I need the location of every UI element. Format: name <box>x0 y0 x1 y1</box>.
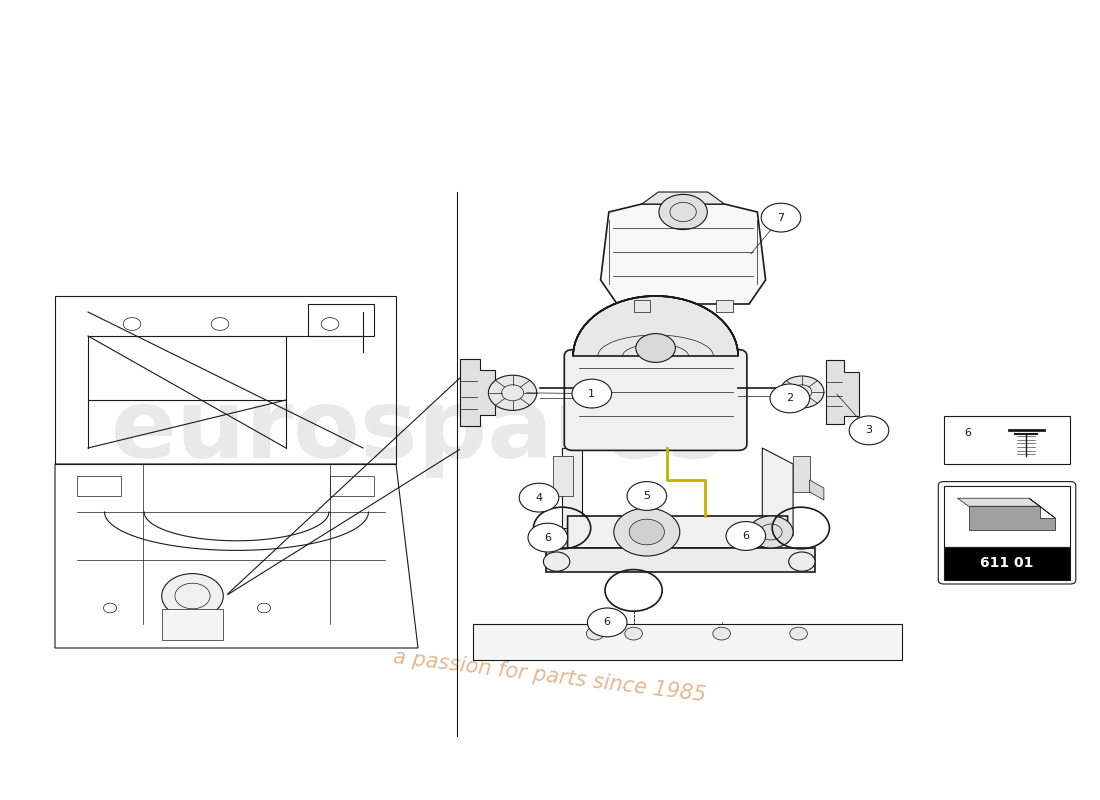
Bar <box>944 547 1070 580</box>
Text: 4: 4 <box>536 493 542 502</box>
Circle shape <box>770 384 810 413</box>
Polygon shape <box>793 456 810 492</box>
Polygon shape <box>957 498 1041 506</box>
Circle shape <box>726 522 766 550</box>
Text: eurospares: eurospares <box>111 386 725 478</box>
Circle shape <box>488 375 537 410</box>
Text: 5: 5 <box>644 491 650 501</box>
Circle shape <box>587 608 627 637</box>
Circle shape <box>849 416 889 445</box>
Polygon shape <box>601 204 766 304</box>
Circle shape <box>519 483 559 512</box>
Circle shape <box>761 203 801 232</box>
Bar <box>330 476 374 496</box>
Circle shape <box>780 376 824 408</box>
Wedge shape <box>573 296 738 356</box>
Text: a passion for parts since 1985: a passion for parts since 1985 <box>393 647 707 705</box>
Polygon shape <box>553 456 573 496</box>
Polygon shape <box>826 360 859 424</box>
Polygon shape <box>810 480 824 500</box>
Text: 6: 6 <box>965 428 971 438</box>
Polygon shape <box>1030 498 1056 518</box>
Polygon shape <box>162 609 223 640</box>
Circle shape <box>586 627 604 640</box>
Circle shape <box>713 627 730 640</box>
Circle shape <box>528 523 568 552</box>
Text: 7: 7 <box>778 213 784 222</box>
Polygon shape <box>562 448 582 528</box>
Polygon shape <box>546 548 815 572</box>
Circle shape <box>627 482 667 510</box>
Text: 611 01: 611 01 <box>980 557 1034 570</box>
Circle shape <box>614 508 680 556</box>
Text: 6: 6 <box>742 531 749 541</box>
Circle shape <box>625 627 642 640</box>
Text: 1: 1 <box>588 389 595 398</box>
Bar <box>634 300 650 312</box>
Bar <box>77 476 121 496</box>
FancyBboxPatch shape <box>564 350 747 450</box>
Bar <box>944 486 1070 547</box>
Circle shape <box>636 334 675 362</box>
Text: 6: 6 <box>604 618 611 627</box>
Bar <box>716 300 733 312</box>
Circle shape <box>659 194 707 230</box>
Polygon shape <box>473 624 902 660</box>
Polygon shape <box>642 192 724 204</box>
Circle shape <box>572 379 612 408</box>
Bar <box>308 304 374 336</box>
Circle shape <box>749 516 793 548</box>
Text: 3: 3 <box>866 426 872 435</box>
Polygon shape <box>460 359 495 426</box>
Polygon shape <box>968 506 1056 530</box>
Circle shape <box>543 552 570 571</box>
Circle shape <box>790 627 807 640</box>
Bar <box>944 416 1070 464</box>
Text: 2: 2 <box>786 394 793 403</box>
Polygon shape <box>568 516 788 548</box>
Text: 6: 6 <box>544 533 551 542</box>
Circle shape <box>789 552 815 571</box>
Polygon shape <box>762 448 793 536</box>
Circle shape <box>162 574 223 618</box>
Circle shape <box>629 519 664 545</box>
